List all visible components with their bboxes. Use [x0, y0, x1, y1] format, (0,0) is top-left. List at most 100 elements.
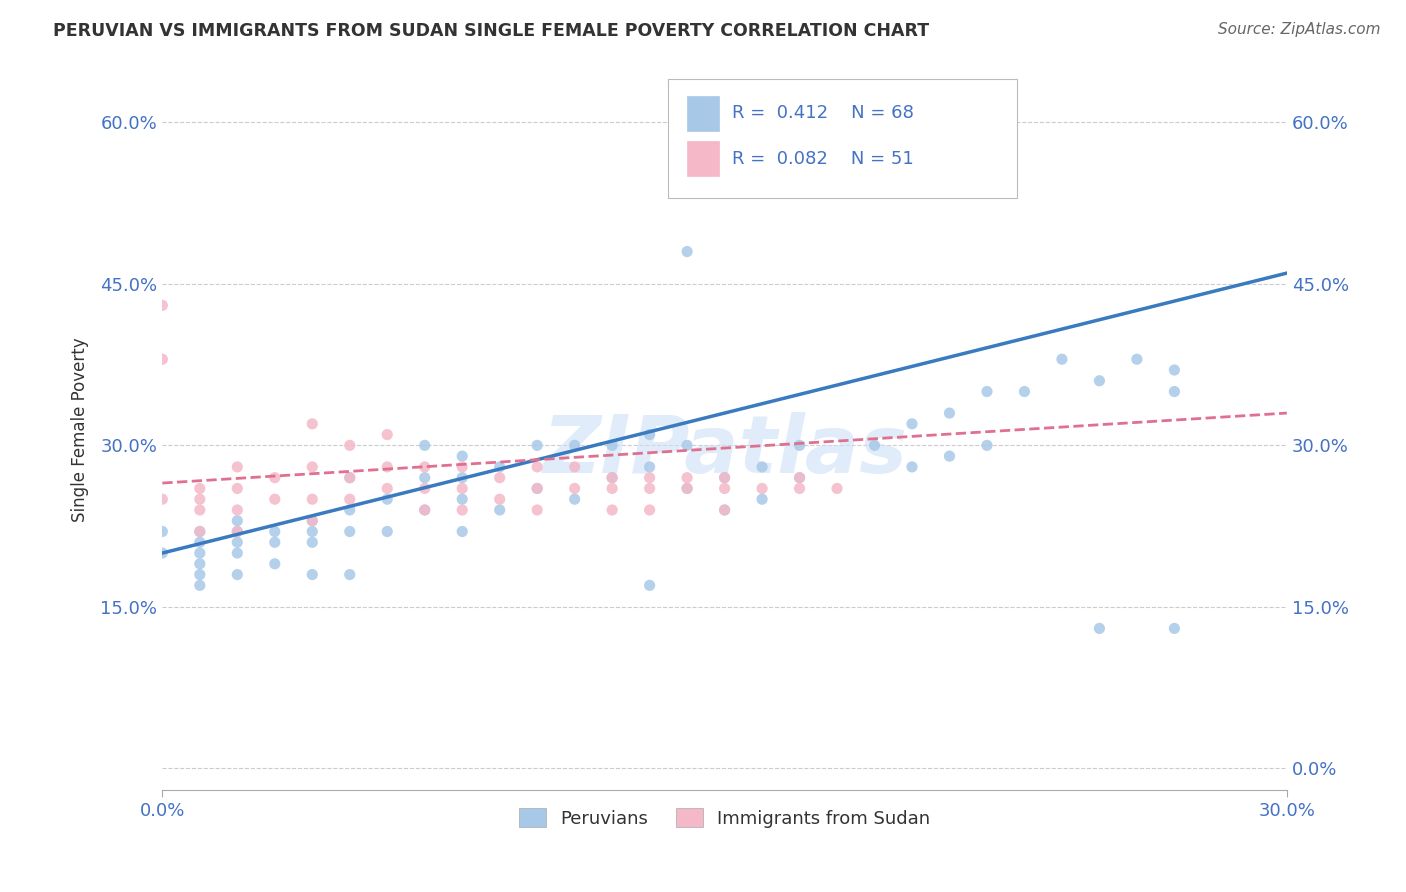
Point: [188, 557, 211, 571]
Point: [188, 482, 211, 496]
Point: [301, 492, 323, 507]
Point: [638, 503, 661, 517]
Point: [188, 578, 211, 592]
Point: [488, 471, 510, 485]
Point: [339, 438, 361, 452]
Point: [638, 471, 661, 485]
Point: [150, 524, 173, 539]
Point: [1163, 384, 1185, 399]
Point: [226, 514, 249, 528]
Point: [938, 449, 960, 463]
Point: [638, 459, 661, 474]
Point: [676, 482, 699, 496]
Point: [863, 438, 886, 452]
Point: [263, 535, 285, 549]
Point: [339, 567, 361, 582]
Point: [789, 438, 811, 452]
Point: [600, 471, 623, 485]
Point: [1163, 363, 1185, 377]
Point: [413, 459, 436, 474]
Point: [375, 427, 398, 442]
Point: [150, 492, 173, 507]
Bar: [688, 96, 718, 130]
Point: [901, 459, 924, 474]
Point: [339, 471, 361, 485]
Point: [301, 514, 323, 528]
Point: [150, 352, 173, 367]
Point: [188, 492, 211, 507]
Point: [375, 492, 398, 507]
Point: [638, 482, 661, 496]
Point: [413, 503, 436, 517]
Point: [526, 438, 548, 452]
Point: [451, 524, 474, 539]
Text: R =  0.412    N = 68: R = 0.412 N = 68: [733, 104, 914, 122]
Text: PERUVIAN VS IMMIGRANTS FROM SUDAN SINGLE FEMALE POVERTY CORRELATION CHART: PERUVIAN VS IMMIGRANTS FROM SUDAN SINGLE…: [53, 22, 929, 40]
Point: [488, 492, 510, 507]
Point: [451, 459, 474, 474]
Point: [339, 524, 361, 539]
Point: [263, 557, 285, 571]
Point: [339, 471, 361, 485]
Point: [789, 471, 811, 485]
Point: [375, 524, 398, 539]
Point: [451, 482, 474, 496]
Point: [676, 482, 699, 496]
Point: [339, 492, 361, 507]
Point: [226, 503, 249, 517]
Point: [713, 471, 735, 485]
Point: [526, 459, 548, 474]
Point: [751, 459, 773, 474]
Point: [375, 482, 398, 496]
Point: [676, 438, 699, 452]
Point: [488, 503, 510, 517]
Point: [188, 524, 211, 539]
Point: [451, 503, 474, 517]
Point: [713, 482, 735, 496]
Point: [226, 459, 249, 474]
Point: [713, 503, 735, 517]
Text: ZIPatlas: ZIPatlas: [543, 412, 907, 490]
Point: [301, 514, 323, 528]
Point: [150, 546, 173, 560]
Point: [1088, 374, 1111, 388]
Point: [1088, 621, 1111, 635]
Y-axis label: Single Female Poverty: Single Female Poverty: [72, 337, 89, 522]
Legend: Peruvians, Immigrants from Sudan: Peruvians, Immigrants from Sudan: [512, 801, 938, 835]
Point: [789, 482, 811, 496]
Point: [413, 471, 436, 485]
Point: [938, 406, 960, 420]
Point: [976, 438, 998, 452]
Point: [451, 449, 474, 463]
Point: [413, 482, 436, 496]
Point: [564, 459, 586, 474]
Point: [713, 503, 735, 517]
Point: [301, 535, 323, 549]
Text: Source: ZipAtlas.com: Source: ZipAtlas.com: [1218, 22, 1381, 37]
Point: [301, 459, 323, 474]
Point: [600, 471, 623, 485]
Point: [713, 471, 735, 485]
Point: [226, 482, 249, 496]
Point: [188, 567, 211, 582]
Point: [226, 546, 249, 560]
Point: [526, 482, 548, 496]
Point: [1050, 352, 1073, 367]
Point: [825, 482, 848, 496]
Point: [751, 492, 773, 507]
Point: [901, 417, 924, 431]
Point: [600, 503, 623, 517]
FancyBboxPatch shape: [668, 79, 1017, 198]
Text: R =  0.082    N = 51: R = 0.082 N = 51: [733, 150, 914, 168]
Point: [263, 492, 285, 507]
Point: [789, 471, 811, 485]
Point: [301, 567, 323, 582]
Point: [150, 298, 173, 312]
Point: [600, 482, 623, 496]
Point: [188, 546, 211, 560]
Point: [638, 427, 661, 442]
Point: [526, 503, 548, 517]
Point: [451, 492, 474, 507]
Point: [413, 438, 436, 452]
Point: [301, 524, 323, 539]
